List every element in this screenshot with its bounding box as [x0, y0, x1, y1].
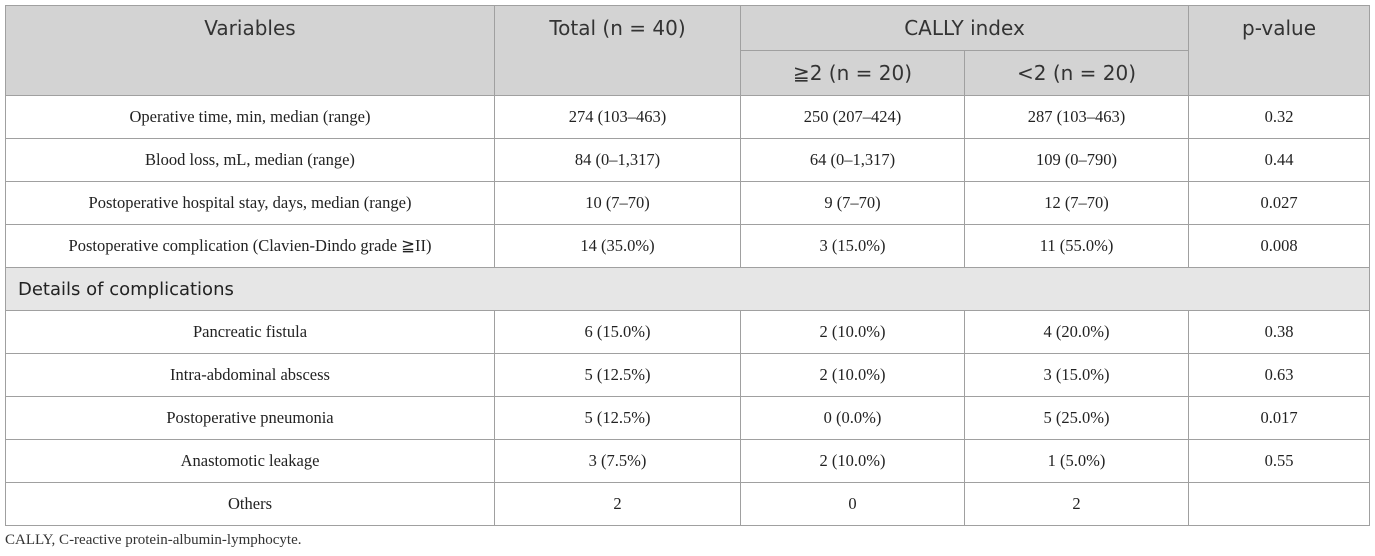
results-table: Variables Total (n = 40) CALLY index p-v…: [4, 5, 1371, 526]
table-cell: 0.55: [1188, 439, 1371, 483]
table-cell: Others: [5, 482, 495, 526]
table-cell: 2 (10.0%): [740, 310, 965, 354]
table-cell: 3 (7.5%): [494, 439, 741, 483]
table-cell: 0.44: [1188, 138, 1371, 182]
table-cell: 3 (15.0%): [963, 353, 1190, 397]
table-cell: 2 (10.0%): [740, 439, 965, 483]
table-cell: Postoperative complication (Clavien-Dind…: [5, 224, 495, 268]
section-row: Details of complications: [4, 267, 1371, 311]
table-cell: 109 (0–790): [963, 138, 1190, 182]
table-cell: Intra-abdominal abscess: [5, 353, 495, 397]
table-cell: 9 (7–70): [740, 181, 965, 225]
table-row: Postoperative pneumonia 5 (12.5%) 0 (0.0%)…: [5, 396, 1371, 440]
table-body: Operative time, min, median (range) 274 (…: [4, 95, 1371, 526]
table-row: Operative time, min, median (range) 274 (…: [5, 95, 1371, 139]
table-row: Postoperative hospital stay, days, media…: [5, 181, 1371, 225]
table-cell: [1188, 482, 1371, 526]
table-row: Anastomotic leakage 3 (7.5%) 2 (10.0%) 1 (5…: [5, 439, 1371, 483]
header-cell: Variables: [5, 5, 495, 96]
table-cell: 2 (10.0%): [740, 353, 965, 397]
table-cell: 5 (12.5%): [494, 353, 741, 397]
table-cell: 0.017: [1188, 396, 1371, 440]
table-cell: 0 (0.0%): [740, 396, 965, 440]
table-cell: 84 (0–1,317): [494, 138, 741, 182]
table-cell: Operative time, min, median (range): [5, 95, 495, 139]
footnote: CALLY, C-reactive protein-albumin-lympho…: [5, 532, 302, 548]
table-cell: 274 (103–463): [494, 95, 741, 139]
table-cell: 2: [963, 482, 1190, 526]
table-cell: 5 (12.5%): [494, 396, 741, 440]
table-row: Pancreatic fistula 6 (15.0%) 2 (10.0%) 4 (2…: [5, 310, 1371, 354]
table-row: Others 2 0 2: [5, 482, 1371, 526]
table-cell: 10 (7–70): [494, 181, 741, 225]
table-cell: 0.027: [1188, 181, 1371, 225]
header-cell: p-value: [1188, 5, 1371, 96]
header-cell: CALLY index: [739, 5, 1190, 51]
table-row: Blood loss, mL, median (range) 84 (0–1,31…: [5, 138, 1371, 182]
table-cell: 2: [494, 482, 741, 526]
table-cell: 11 (55.0%): [963, 224, 1190, 268]
table-cell: 250 (207–424): [740, 95, 965, 139]
table-cell: 5 (25.0%): [963, 396, 1190, 440]
table-cell: 1 (5.0%): [963, 439, 1190, 483]
table-row: Postoperative complication (Clavien-Dind…: [5, 224, 1371, 268]
table-cell: 287 (103–463): [963, 95, 1190, 139]
table-cell: 0.38: [1188, 310, 1371, 354]
table-cell: 4 (20.0%): [963, 310, 1190, 354]
section-cell: Details of complications: [4, 267, 1371, 311]
table-cell: 14 (35.0%): [494, 224, 741, 268]
header-cell: ≧2 (n = 20): [740, 50, 965, 96]
table-row: Intra-abdominal abscess 5 (12.5%) 2 (10.0%…: [5, 353, 1371, 397]
table-cell: 0.32: [1188, 95, 1371, 139]
table-cell: Pancreatic fistula: [5, 310, 495, 354]
table-cell: Blood loss, mL, median (range): [5, 138, 495, 182]
table-cell: 0.63: [1188, 353, 1371, 397]
table-cell: 64 (0–1,317): [740, 138, 965, 182]
table-cell: 3 (15.0%): [740, 224, 965, 268]
table-cell: 6 (15.0%): [494, 310, 741, 354]
table-cell: Postoperative pneumonia: [5, 396, 495, 440]
table-cell: 0.008: [1188, 224, 1371, 268]
table-cell: Anastomotic leakage: [5, 439, 495, 483]
table-cell: 0: [740, 482, 965, 526]
header-cell: Total (n = 40): [494, 5, 741, 96]
header-cell: <2 (n = 20): [963, 50, 1190, 96]
table-cell: Postoperative hospital stay, days, media…: [5, 181, 495, 225]
table-cell: 12 (7–70): [963, 181, 1190, 225]
